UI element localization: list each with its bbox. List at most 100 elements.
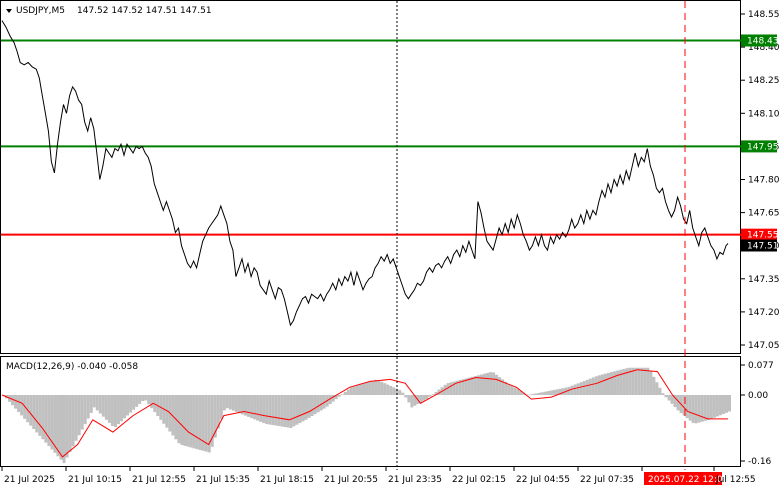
macd-bar <box>295 395 299 425</box>
macd-bar <box>150 395 154 409</box>
macd-bar <box>62 395 66 464</box>
macd-bar <box>625 368 629 395</box>
macd-bar <box>664 395 668 398</box>
dropdown-icon[interactable] <box>6 9 12 13</box>
macd-bar <box>470 376 474 395</box>
macd-bar <box>222 395 226 411</box>
macd-bar <box>667 395 671 401</box>
macd-bar <box>98 395 102 414</box>
macd-bar <box>371 380 375 395</box>
macd-bar <box>74 395 78 441</box>
macd-bar <box>392 387 396 395</box>
macd-bar <box>165 395 169 428</box>
macd-bar <box>386 384 390 395</box>
macd-bar <box>228 395 232 410</box>
macd-bar <box>365 382 369 395</box>
macd-bar <box>670 395 674 404</box>
macd-bar <box>582 380 586 395</box>
macd-bar <box>304 395 308 420</box>
price-panel-frame <box>0 0 741 354</box>
macd-bar <box>715 395 719 417</box>
macd-bar <box>549 390 553 395</box>
price-tick-label: 148.55 <box>748 10 780 20</box>
macd-bar <box>283 395 287 428</box>
price-tick-label: 148.10 <box>748 109 780 119</box>
macd-bar <box>119 395 123 422</box>
time-tick-label: 21 Jul 18:15 <box>260 475 314 485</box>
macd-bar <box>501 379 505 395</box>
macd-bar <box>407 395 411 403</box>
price-line <box>1 20 729 327</box>
macd-bar <box>216 395 220 429</box>
macd-bar <box>401 392 405 395</box>
macd-bar <box>340 394 344 395</box>
macd-bar <box>691 395 695 424</box>
macd-bar <box>643 367 647 395</box>
macd-bar <box>92 395 96 408</box>
chart-header: USDJPY,M5 147.52 147.52 147.51 147.51 <box>6 6 212 16</box>
macd-bar <box>268 395 272 425</box>
macd-bar <box>89 395 93 413</box>
macd-bar <box>17 395 21 413</box>
macd-bar <box>244 395 248 416</box>
macd-panel: 0.077 0.00 -0.16 MACD(12,26,9) -0.040 -0.0… <box>0 356 774 467</box>
macd-bar <box>646 367 650 395</box>
ohlc-values: 147.52 147.52 147.51 147.51 <box>77 6 212 16</box>
macd-bar <box>718 395 722 416</box>
macd-bar <box>498 377 502 395</box>
macd-bar <box>728 395 732 412</box>
macd-bar <box>555 389 559 395</box>
macd-bar <box>422 395 426 401</box>
macd-bar <box>525 394 529 395</box>
highlighted-date-label: 2025.07.22 12:00 <box>648 475 729 485</box>
macd-bar <box>588 378 592 395</box>
macd-bar <box>195 395 199 450</box>
macd-bar <box>413 395 417 406</box>
macd-bar <box>59 395 63 460</box>
current-price-tag-bg <box>741 239 777 252</box>
level-tag-bg <box>741 34 777 47</box>
macd-bar <box>192 395 196 449</box>
macd-bar <box>20 395 24 416</box>
macd-bar <box>600 374 604 395</box>
price-tick-label: 147.05 <box>748 341 780 351</box>
macd-bar <box>461 379 465 395</box>
macd-bar <box>676 395 680 411</box>
macd-bar <box>322 395 326 409</box>
macd-bar <box>355 385 359 395</box>
macd-bar <box>537 392 541 395</box>
macd-bar <box>610 372 614 395</box>
time-tick-label: 21 Jul 10:15 <box>68 475 122 485</box>
macd-bar <box>343 391 347 395</box>
macd-bar <box>174 395 178 440</box>
macd-bar <box>682 395 686 416</box>
macd-tick-label: -0.16 <box>748 457 772 467</box>
macd-signal-line <box>1 369 728 458</box>
macd-bar <box>395 388 399 395</box>
macd-bar <box>389 385 393 395</box>
macd-bar <box>437 389 441 395</box>
macd-bar <box>377 380 381 395</box>
macd-bar <box>38 395 42 436</box>
macd-bar <box>11 395 15 406</box>
macd-bar <box>579 382 583 395</box>
macd-bar <box>655 382 659 395</box>
macd-bar <box>107 395 111 423</box>
macd-bar <box>383 383 387 395</box>
macd-bar <box>528 394 532 396</box>
macd-bar <box>634 367 638 395</box>
macd-bar <box>144 395 148 401</box>
macd-bar <box>479 374 483 395</box>
time-tick-label: 22 Jul 07:35 <box>580 475 634 485</box>
macd-bar <box>307 395 311 418</box>
macd-bar <box>265 395 269 425</box>
macd-bar <box>331 395 335 402</box>
macd-bar <box>458 379 462 395</box>
macd-bar <box>428 395 432 397</box>
symbol-label: USDJPY,M5 <box>16 6 65 16</box>
macd-bar <box>328 395 332 405</box>
macd-bar <box>652 376 656 395</box>
macd-bar <box>186 395 190 447</box>
macd-bar <box>183 395 187 446</box>
